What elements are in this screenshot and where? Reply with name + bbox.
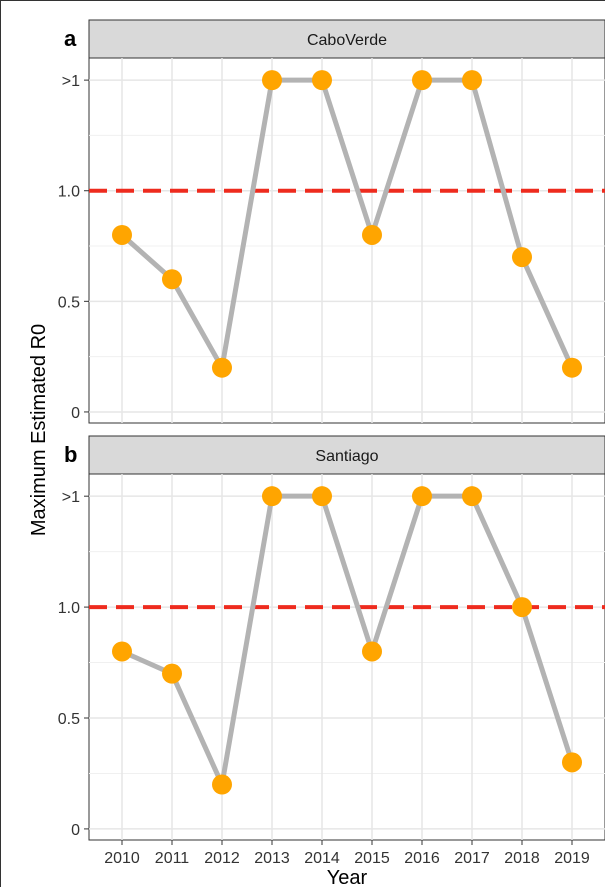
data-point-2016 [412, 486, 432, 507]
data-point-2018 [512, 597, 532, 618]
data-point-2014 [312, 70, 332, 91]
data-point-2017 [462, 486, 482, 507]
y-tick-label: 0.5 [58, 711, 80, 728]
y-tick-label: 0 [71, 405, 80, 422]
panel-a-plot-area [88, 57, 605, 424]
panel-b-y-ticks: 0 0.5 1.0 >1 [58, 489, 89, 839]
data-point-2015 [362, 224, 382, 245]
x-tick-label: 2015 [354, 850, 390, 867]
y-axis-title: Maximum Estimated R0 [28, 324, 50, 536]
data-point-2014 [312, 486, 332, 507]
y-tick-label: >1 [62, 489, 80, 506]
x-tick-label: 2019 [554, 850, 590, 867]
panel-b: Santiago b 0 0.5 1.0 >1 [58, 435, 605, 841]
data-point-2010 [112, 641, 132, 662]
panel-a-letter: a [64, 26, 77, 51]
y-tick-label: 0.5 [58, 294, 80, 311]
panel-b-plot-area [88, 473, 605, 841]
x-tick-label: 2011 [155, 850, 190, 867]
panel-b-series [112, 486, 582, 795]
data-point-2013 [262, 70, 282, 91]
panel-b-strip-label: Santiago [315, 448, 378, 465]
panel-a-strip-label: CaboVerde [307, 32, 387, 49]
data-point-2016 [412, 70, 432, 91]
x-axis-title: Year [327, 867, 368, 887]
series-line [119, 493, 575, 788]
x-tick-label: 2013 [254, 850, 290, 867]
data-point-2012 [212, 774, 232, 795]
data-point-2013 [262, 486, 282, 507]
y-tick-label: >1 [62, 73, 80, 90]
data-point-2012 [212, 357, 232, 378]
data-point-2018 [512, 247, 532, 268]
panel-a-series [112, 70, 582, 378]
x-tick-label: 2016 [404, 850, 440, 867]
panel-b-strip [88, 435, 605, 475]
data-point-2019 [562, 357, 582, 378]
x-axis: 2010 2011 2012 2013 2014 2015 2016 2017 2018 2019 [104, 840, 590, 867]
x-tick-label: 2018 [504, 850, 540, 867]
data-point-2019 [562, 752, 582, 773]
panel-a: CaboVerde a 0 0.5 1.0 >1 [58, 19, 605, 424]
series-line [119, 77, 575, 371]
x-tick-label: 2014 [304, 850, 340, 867]
y-tick-label: 1.0 [58, 600, 80, 617]
data-point-2010 [112, 224, 132, 245]
y-tick-label: 0 [71, 822, 80, 839]
data-point-2011 [162, 663, 182, 684]
panel-b-letter: b [64, 442, 77, 467]
data-point-2017 [462, 70, 482, 91]
x-tick-label: 2010 [104, 850, 140, 867]
x-tick-label: 2017 [454, 850, 490, 867]
data-point-2011 [162, 269, 182, 290]
panel-a-y-ticks: 0 0.5 1.0 >1 [58, 73, 89, 422]
x-tick-label: 2012 [204, 850, 240, 867]
y-tick-label: 1.0 [58, 184, 80, 201]
data-point-2015 [362, 641, 382, 662]
